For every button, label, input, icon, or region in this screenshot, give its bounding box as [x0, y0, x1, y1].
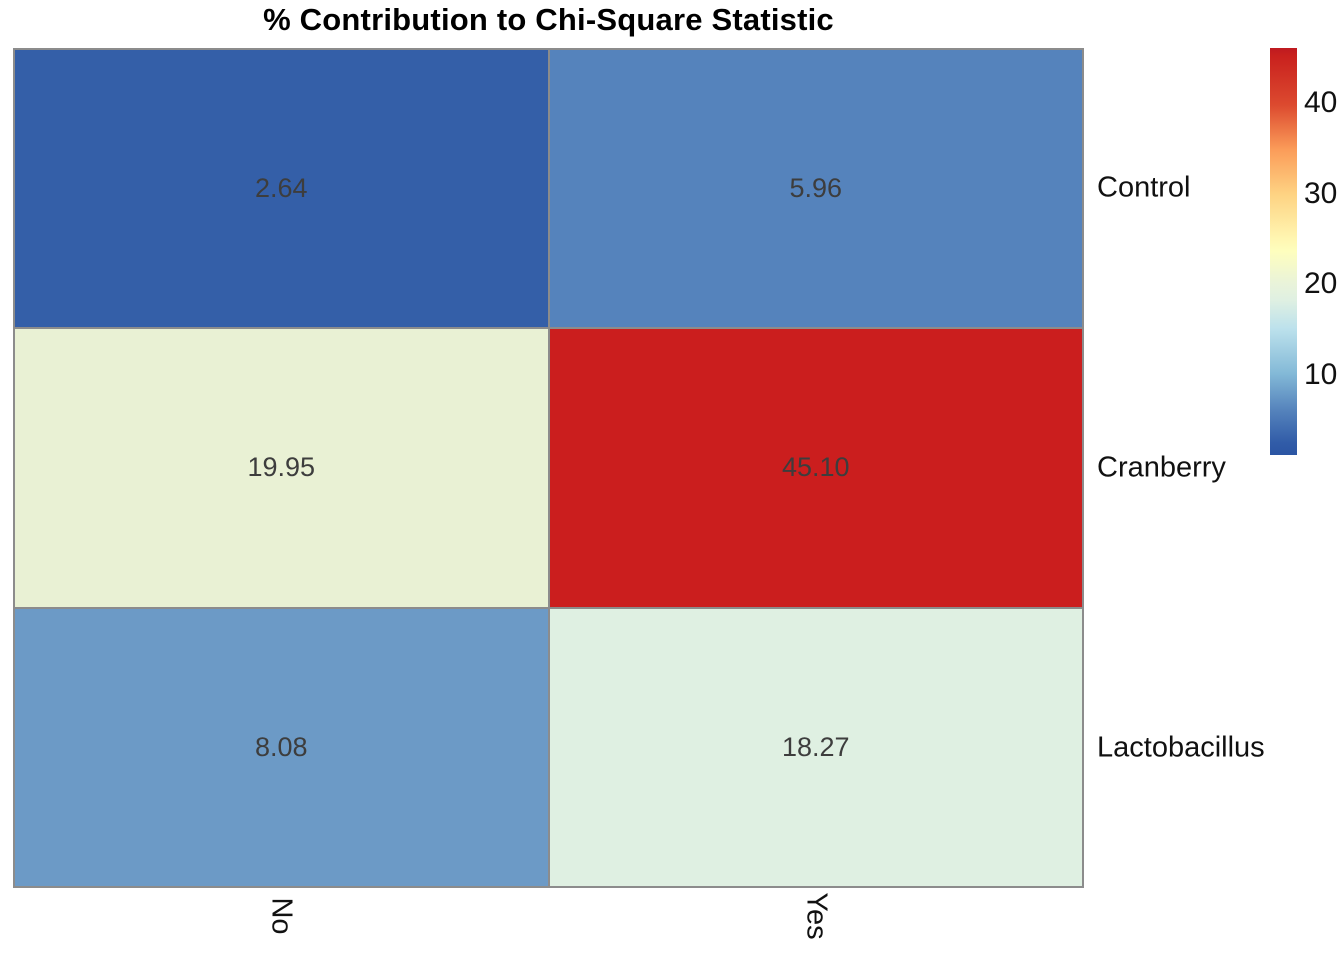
heatmap-cell-lactobacillus-no: 8.08	[15, 608, 548, 886]
heatmap-cell-lactobacillus-yes: 18.27	[549, 608, 1082, 886]
colorbar-tick-20: 20	[1304, 267, 1338, 301]
y-axis-label-cranberry: Cranberry	[1097, 451, 1226, 484]
colorbar-gradient	[1270, 48, 1297, 455]
heatmap-cell-cranberry-yes: 45.10	[549, 329, 1082, 607]
colorbar-tick-40: 40	[1304, 86, 1338, 120]
y-axis-labels: Control Cranberry Lactobacillus	[1097, 48, 1337, 888]
colorbar-tick-30: 30	[1304, 177, 1338, 211]
heatmap-cell-cranberry-no: 19.95	[15, 329, 548, 607]
chart-title: % Contribution to Chi-Square Statistic	[263, 2, 834, 37]
y-axis-label-control: Control	[1097, 171, 1191, 204]
colorbar-tick-10: 10	[1304, 358, 1338, 392]
x-axis-labels: No Yes	[13, 888, 1084, 958]
x-axis-label-yes: Yes	[800, 892, 833, 940]
colorbar-tick-labels: 40 30 20 10	[1304, 48, 1344, 455]
x-axis-label-no: No	[265, 897, 298, 935]
y-axis-label-lactobacillus: Lactobacillus	[1097, 731, 1265, 764]
heatmap-cell-control-yes: 5.96	[549, 50, 1082, 328]
heatmap-grid: 2.64 5.96 19.95 45.10 8.08 18.27	[13, 48, 1084, 888]
heatmap-cell-control-no: 2.64	[15, 50, 548, 328]
